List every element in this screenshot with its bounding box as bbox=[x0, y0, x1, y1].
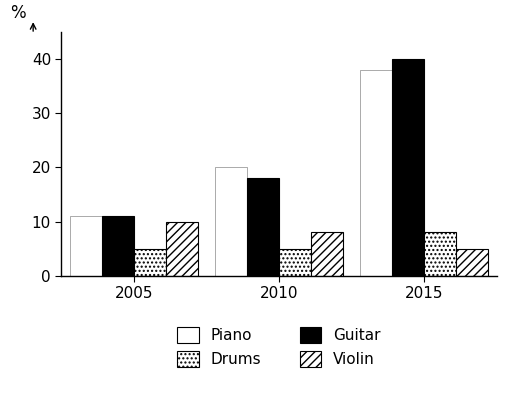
Bar bbox=[456, 249, 488, 276]
Bar bbox=[215, 167, 247, 276]
Bar bbox=[311, 232, 343, 276]
Bar bbox=[279, 249, 311, 276]
Bar bbox=[392, 59, 424, 276]
Bar bbox=[102, 216, 134, 276]
Bar bbox=[424, 232, 456, 276]
Bar bbox=[134, 249, 166, 276]
Bar bbox=[247, 178, 279, 276]
Bar bbox=[360, 69, 392, 276]
Text: %: % bbox=[10, 4, 26, 22]
Bar bbox=[166, 221, 198, 276]
Legend: Piano, Drums, Guitar, Violin: Piano, Drums, Guitar, Violin bbox=[177, 327, 381, 367]
Bar bbox=[70, 216, 102, 276]
